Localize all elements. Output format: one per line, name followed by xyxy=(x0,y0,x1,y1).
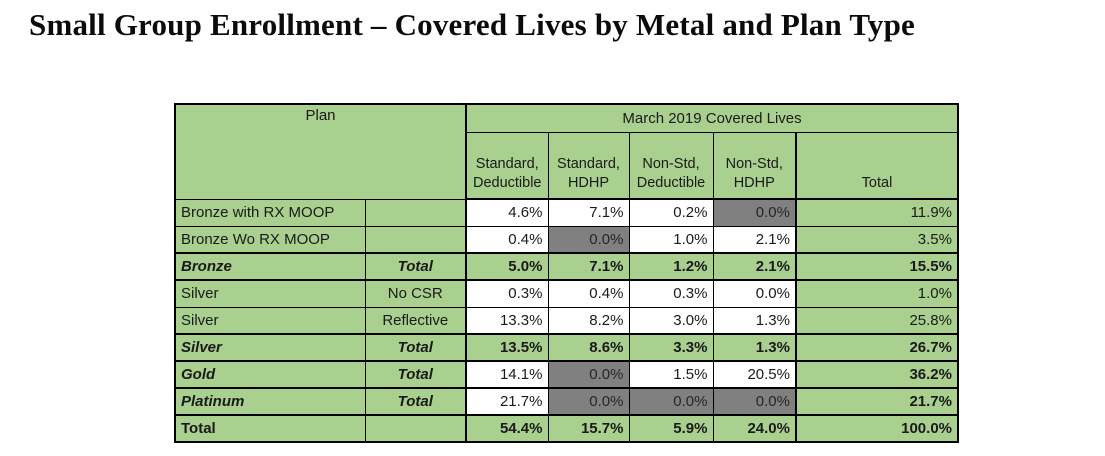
column-header-total: Total xyxy=(795,131,959,200)
table-row-silver-no-csr: Silver No CSR 0.3% 0.4% 0.3% 0.0% 1.0% xyxy=(174,279,959,308)
table-row-bronze-with-rx-moop: Bronze with RX MOOP 4.6% 7.1% 0.2% 0.0% … xyxy=(174,198,959,227)
value-cell: 20.5% xyxy=(712,360,797,389)
value-cell: 24.0% xyxy=(712,414,797,443)
value-cell: 21.7% xyxy=(465,387,549,416)
enrollment-table: Plan March 2019 Covered Lives Standard, … xyxy=(174,103,959,443)
total-cell: 21.7% xyxy=(795,387,959,416)
column-header-nonstd-hdhp: Non-Std, HDHP xyxy=(712,131,797,200)
subtype-cell: Reflective xyxy=(364,306,467,335)
table-row-silver-reflective: Silver Reflective 13.3% 8.2% 3.0% 1.3% 2… xyxy=(174,306,959,335)
value-cell: 5.9% xyxy=(628,414,714,443)
value-cell: 7.1% xyxy=(547,252,630,281)
value-cell: 0.0% xyxy=(628,387,714,416)
table-row-gold-total: Gold Total 14.1% 0.0% 1.5% 20.5% 36.2% xyxy=(174,360,959,389)
plan-cell: Gold xyxy=(174,360,366,389)
value-cell: 8.6% xyxy=(547,333,630,362)
value-cell: 13.5% xyxy=(465,333,549,362)
plan-cell: Platinum xyxy=(174,387,366,416)
value-cell: 4.6% xyxy=(465,198,549,227)
subtype-cell: Total xyxy=(364,252,467,281)
value-cell: 1.0% xyxy=(628,225,714,254)
subtype-cell: Total xyxy=(364,360,467,389)
total-cell: 3.5% xyxy=(795,225,959,254)
value-cell: 0.4% xyxy=(465,225,549,254)
value-cell: 0.0% xyxy=(712,387,797,416)
plan-cell: Bronze with RX MOOP xyxy=(174,198,366,227)
value-cell: 15.7% xyxy=(547,414,630,443)
total-cell: 11.9% xyxy=(795,198,959,227)
subtype-cell: No CSR xyxy=(364,279,467,308)
column-header-nonstd-deductible: Non-Std, Deductible xyxy=(628,131,714,200)
header-row-columns: Standard, Deductible Standard, HDHP Non-… xyxy=(175,131,959,200)
covered-lives-group-header: March 2019 Covered Lives xyxy=(465,103,959,133)
value-cell: 3.3% xyxy=(628,333,714,362)
value-cell: 0.3% xyxy=(465,279,549,308)
table-row-platinum-total: Platinum Total 21.7% 0.0% 0.0% 0.0% 21.7… xyxy=(174,387,959,416)
header-row-group: Plan March 2019 Covered Lives xyxy=(174,103,959,200)
value-cell: 1.3% xyxy=(712,306,797,335)
page-title: Small Group Enrollment – Covered Lives b… xyxy=(29,7,916,42)
plan-cell: Total xyxy=(174,414,366,443)
table-row-bronze-wo-rx-moop: Bronze Wo RX MOOP 0.4% 0.0% 1.0% 2.1% 3.… xyxy=(174,225,959,254)
value-cell: 8.2% xyxy=(547,306,630,335)
column-header-standard-deductible: Standard, Deductible xyxy=(465,131,549,200)
value-cell: 13.3% xyxy=(465,306,549,335)
value-cell: 0.2% xyxy=(628,198,714,227)
table-row-grand-total: Total 54.4% 15.7% 5.9% 24.0% 100.0% xyxy=(174,414,959,443)
plan-header-cell: Plan xyxy=(174,103,467,200)
subtype-cell xyxy=(364,198,467,227)
value-cell: 2.1% xyxy=(712,225,797,254)
value-cell: 0.0% xyxy=(712,279,797,308)
value-cell: 2.1% xyxy=(712,252,797,281)
enrollment-table-container: Plan March 2019 Covered Lives Standard, … xyxy=(174,103,959,443)
value-cell: 0.3% xyxy=(628,279,714,308)
value-cell: 14.1% xyxy=(465,360,549,389)
value-cell: 3.0% xyxy=(628,306,714,335)
plan-cell: Bronze xyxy=(174,252,366,281)
value-cell: 0.0% xyxy=(547,225,630,254)
value-cell: 0.4% xyxy=(547,279,630,308)
value-cell: 5.0% xyxy=(465,252,549,281)
subtype-cell: Total xyxy=(364,333,467,362)
total-cell: 25.8% xyxy=(795,306,959,335)
plan-cell: Silver xyxy=(174,279,366,308)
value-cell: 7.1% xyxy=(547,198,630,227)
total-cell: 26.7% xyxy=(795,333,959,362)
plan-cell: Bronze Wo RX MOOP xyxy=(174,225,366,254)
table-row-silver-total: Silver Total 13.5% 8.6% 3.3% 1.3% 26.7% xyxy=(174,333,959,362)
value-cell: 1.5% xyxy=(628,360,714,389)
value-cell: 0.0% xyxy=(547,360,630,389)
subtype-cell xyxy=(364,414,467,443)
value-cell: 0.0% xyxy=(547,387,630,416)
total-cell: 15.5% xyxy=(795,252,959,281)
value-cell: 1.3% xyxy=(712,333,797,362)
plan-cell: Silver xyxy=(174,306,366,335)
value-cell: 1.2% xyxy=(628,252,714,281)
subtype-cell xyxy=(364,225,467,254)
total-cell: 100.0% xyxy=(795,414,959,443)
plan-cell: Silver xyxy=(174,333,366,362)
column-header-standard-hdhp: Standard, HDHP xyxy=(547,131,630,200)
value-cell: 54.4% xyxy=(465,414,549,443)
subtype-cell: Total xyxy=(364,387,467,416)
total-cell: 36.2% xyxy=(795,360,959,389)
total-cell: 1.0% xyxy=(795,279,959,308)
table-row-bronze-total: Bronze Total 5.0% 7.1% 1.2% 2.1% 15.5% xyxy=(174,252,959,281)
value-cell: 0.0% xyxy=(712,198,797,227)
